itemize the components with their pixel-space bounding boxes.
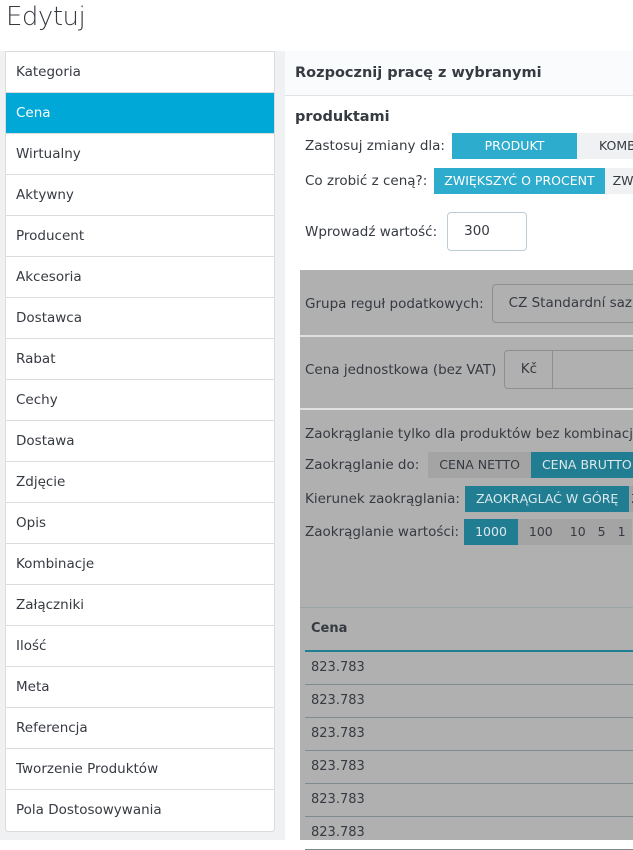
- value-input[interactable]: 300: [447, 212, 528, 251]
- table-row: 823.783: [305, 718, 633, 751]
- sidebar-item[interactable]: Wirtualny: [6, 134, 274, 175]
- apply-produkt-button[interactable]: PRODUKT: [451, 133, 577, 159]
- sidebar-item[interactable]: Dostawca: [6, 298, 274, 339]
- direction-row: Kierunek zaokrąglania: ZAOKRĄGLAĆ W GÓRĘ…: [305, 486, 633, 512]
- sidebar-item[interactable]: Kategoria: [6, 52, 274, 93]
- sidebar-item[interactable]: Producent: [6, 216, 274, 257]
- unit-price-section: Cena jednostkowa (bez VAT) Kč: [300, 337, 633, 410]
- round-gross-button[interactable]: CENA BRUTTO: [530, 452, 633, 478]
- main-panel: Rozpocznij pracę z wybranymi produktami …: [285, 51, 633, 850]
- sidebar-item[interactable]: Cena: [6, 93, 274, 134]
- sidebar-item[interactable]: Ilość: [6, 626, 274, 667]
- apply-label: Zastosuj zmiany dla:: [305, 138, 445, 154]
- sidebar-item[interactable]: Załączniki: [6, 585, 274, 626]
- apply-kombinacje-button[interactable]: KOMBI: [576, 133, 633, 159]
- round-to-label: Zaokrąglanie do:: [305, 457, 420, 473]
- tax-select[interactable]: CZ Standardní sazba: [491, 284, 633, 323]
- sidebar-item[interactable]: Pola Dostosowywania: [16, 802, 162, 818]
- tax-row: Grupa reguł podatkowych: CZ Standardní s…: [305, 284, 633, 323]
- divider: [300, 607, 633, 608]
- sidebar-item[interactable]: Kombinacje: [6, 544, 274, 585]
- value-label: Wprowadź wartość:: [305, 223, 438, 240]
- unit-price-row: Cena jednostkowa (bez VAT) Kč: [305, 350, 633, 389]
- tax-section: Grupa reguł podatkowych: CZ Standardní s…: [300, 270, 633, 337]
- table-row: 823.783: [305, 751, 633, 784]
- value-row: Wprowadź wartość: 300: [305, 212, 528, 251]
- round-10-button[interactable]: 10: [563, 519, 592, 545]
- panel-header: Rozpocznij pracę z wybranymi produktami: [285, 51, 633, 125]
- round-5-button[interactable]: 5: [591, 519, 612, 545]
- currency-addon: Kč: [505, 351, 554, 388]
- rounding-note: Zaokrąglanie tylko dla produktów bez kom…: [305, 426, 633, 442]
- round-100-button[interactable]: 100: [517, 519, 564, 545]
- sidebar: Kategoria Cena Wirtualny Aktywny Producent Ak…: [5, 51, 275, 832]
- round-up-button[interactable]: ZAOKRĄGLAĆ W GÓRĘ: [464, 486, 630, 512]
- disabled-overlay: Grupa reguł podatkowych: CZ Standardní s…: [300, 270, 633, 840]
- sidebar-item[interactable]: Dostawa: [6, 421, 274, 462]
- apply-row: Zastosuj zmiany dla: PRODUKT KOMBI: [305, 133, 633, 159]
- increase-amount-button[interactable]: ZWIĘK: [604, 168, 633, 194]
- sidebar-item[interactable]: Aktywny: [6, 175, 274, 216]
- round-net-button[interactable]: CENA NETTO: [428, 452, 531, 478]
- unit-price-input[interactable]: Kč: [504, 350, 633, 389]
- round-down-button[interactable]: ZA: [629, 486, 633, 512]
- sidebar-item[interactable]: Opis: [6, 503, 274, 544]
- sidebar-item[interactable]: Cechy: [6, 380, 274, 421]
- table-row: 823.783: [305, 652, 633, 685]
- sidebar-item[interactable]: Referencja: [6, 708, 274, 749]
- sidebar-item[interactable]: Akcesoria: [6, 257, 274, 298]
- round-value-row: Zaokrąglanie wartości: 1000 100 10 5 1: [305, 519, 632, 545]
- sidebar-item[interactable]: Meta: [6, 667, 274, 708]
- round-1000-button[interactable]: 1000: [464, 519, 518, 545]
- round-value-label: Zaokrąglanie wartości:: [305, 524, 460, 540]
- sidebar-item[interactable]: Tworzenie Produktów: [6, 749, 274, 790]
- direction-label: Kierunek zaokrąglania:: [305, 491, 460, 507]
- table-header-cena: Cena: [305, 607, 633, 652]
- table-row: 823.783: [305, 817, 633, 850]
- action-row: Co zrobić z ceną?: ZWIĘKSZYĆ O PROCENT Z…: [305, 168, 633, 194]
- increase-percent-button[interactable]: ZWIĘKSZYĆ O PROCENT: [434, 168, 605, 194]
- action-label: Co zrobić z ceną?:: [305, 173, 428, 189]
- tax-label: Grupa reguł podatkowych:: [305, 295, 484, 312]
- round-1-button[interactable]: 1: [611, 519, 632, 545]
- page-title: Edytuj: [6, 2, 86, 32]
- table-row: 823.783: [305, 784, 633, 817]
- sidebar-item[interactable]: Rabat: [6, 339, 274, 380]
- round-to-row: Zaokrąglanie do: CENA NETTO CENA BRUTTO: [305, 452, 633, 478]
- price-table: Cena 823.783 823.783 823.783 823.783 823.783…: [305, 607, 633, 850]
- table-row: 823.783: [305, 685, 633, 718]
- unit-price-label: Cena jednostkowa (bez VAT): [305, 361, 497, 378]
- sidebar-item[interactable]: Zdjęcie: [6, 462, 274, 503]
